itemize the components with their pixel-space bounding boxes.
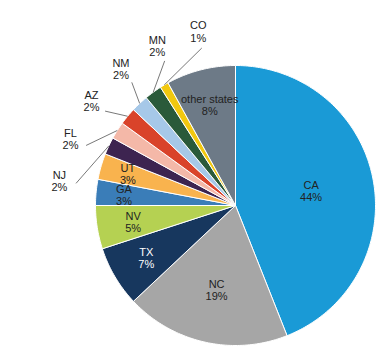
svg-text:MN2%: MN2% bbox=[149, 34, 166, 58]
svg-text:other states8%: other states8% bbox=[181, 93, 239, 117]
svg-text:TX7%: TX7% bbox=[138, 246, 154, 270]
svg-text:NC19%: NC19% bbox=[206, 278, 228, 302]
svg-text:NJ2%: NJ2% bbox=[51, 169, 67, 193]
svg-text:GA3%: GA3% bbox=[116, 183, 133, 207]
svg-text:CA44%: CA44% bbox=[300, 179, 322, 203]
svg-text:NM2%: NM2% bbox=[112, 57, 129, 81]
svg-text:NV5%: NV5% bbox=[125, 210, 141, 234]
svg-text:UT3%: UT3% bbox=[120, 162, 136, 186]
svg-text:AZ2%: AZ2% bbox=[84, 89, 100, 113]
svg-text:CO1%: CO1% bbox=[190, 19, 207, 43]
svg-text:FL2%: FL2% bbox=[63, 127, 79, 151]
